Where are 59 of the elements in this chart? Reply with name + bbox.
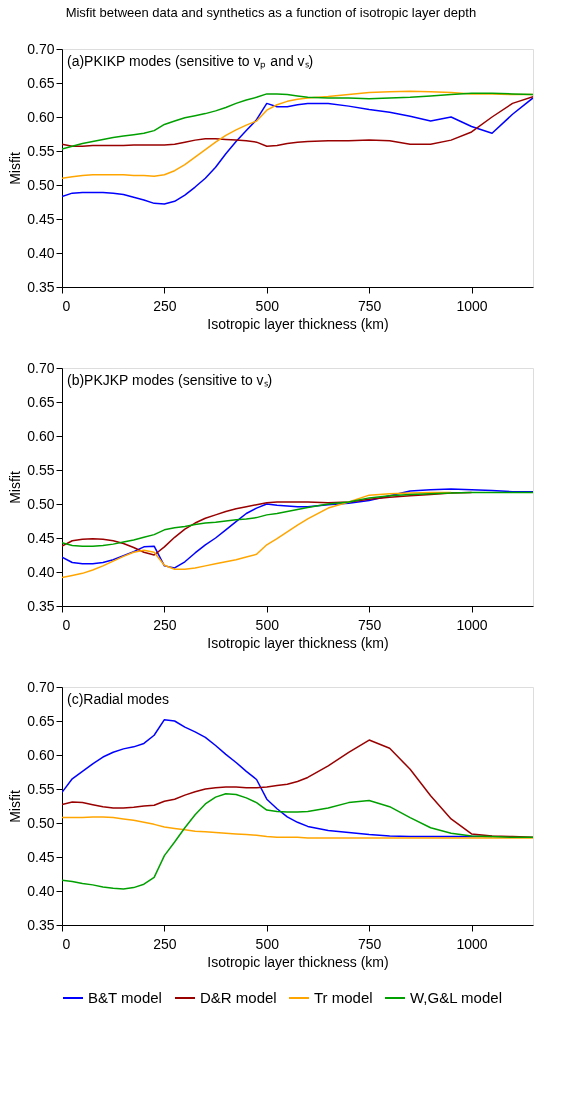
x-tick-label: 500 — [255, 935, 280, 952]
y-tick-label: 0.40 — [27, 563, 55, 580]
y-tick-label: 0.65 — [27, 712, 55, 729]
chart-title: Misfit between data and synthetics as a function of isotropic layer depth — [65, 4, 477, 20]
y-tick-label: 0.55 — [27, 142, 55, 159]
y-tick-label: 0.60 — [27, 108, 55, 125]
y-tick-label: 0.70 — [27, 40, 55, 57]
line-series — [62, 491, 533, 547]
line-series — [62, 97, 533, 205]
legend-label: D&R model — [200, 989, 277, 1006]
y-tick-label: 0.50 — [27, 176, 55, 193]
y-tick-label: 0.55 — [27, 461, 55, 478]
y-axis-title: Misfit — [7, 152, 24, 185]
y-tick-label: 0.35 — [27, 916, 55, 933]
x-axis-title: Isotropic layer thickness (km) — [207, 953, 389, 970]
y-axis-title: Misfit — [7, 471, 24, 504]
x-tick-label: 1000 — [456, 616, 488, 633]
x-tick-label: 0 — [62, 297, 71, 314]
line-series — [62, 793, 533, 890]
legend-label: W,G&L model — [410, 989, 502, 1006]
y-tick-label: 0.55 — [27, 780, 55, 797]
y-tick-label: 0.35 — [27, 278, 55, 295]
legend-label: B&T model — [88, 989, 162, 1006]
line-series — [62, 816, 533, 839]
x-tick-label: 750 — [357, 297, 382, 314]
y-tick-label: 0.45 — [27, 210, 55, 227]
x-tick-label: 750 — [357, 935, 382, 952]
x-tick-label: 1000 — [456, 297, 488, 314]
x-tick-label: 500 — [255, 297, 280, 314]
x-axis-title: Isotropic layer thickness (km) — [207, 634, 389, 651]
x-axis-title: Isotropic layer thickness (km) — [207, 315, 389, 332]
x-tick-label: 250 — [153, 616, 177, 633]
y-tick-label: 0.45 — [27, 529, 55, 546]
legend-label: Tr model — [314, 989, 373, 1006]
y-tick-label: 0.65 — [27, 74, 55, 91]
x-tick-label: 750 — [357, 616, 382, 633]
y-tick-label: 0.70 — [27, 359, 55, 376]
x-tick-label: 1000 — [456, 935, 488, 952]
y-tick-label: 0.40 — [27, 882, 55, 899]
x-tick-label: 0 — [62, 935, 71, 952]
x-tick-label: 0 — [62, 616, 71, 633]
x-tick-label: 500 — [255, 616, 280, 633]
y-tick-label: 0.70 — [27, 678, 55, 695]
y-tick-label: 0.60 — [27, 746, 55, 763]
y-tick-label: 0.45 — [27, 848, 55, 865]
annotation: (c)Radial modes — [67, 691, 169, 707]
y-axis-title: Misfit — [7, 790, 24, 823]
y-tick-label: 0.40 — [27, 244, 55, 261]
y-tick-label: 0.50 — [27, 495, 55, 512]
x-tick-label: 250 — [153, 935, 177, 952]
line-series — [62, 488, 533, 569]
annotation: (a)PKIKP modes (sensitive to vₚ and vₛ) — [67, 53, 314, 70]
y-tick-label: 0.60 — [27, 427, 55, 444]
y-tick-label: 0.50 — [27, 814, 55, 831]
annotation: (b)PKJKP modes (sensitive to vₛ) — [67, 372, 273, 388]
y-tick-label: 0.65 — [27, 393, 55, 410]
y-tick-label: 0.35 — [27, 597, 55, 614]
x-tick-label: 250 — [153, 297, 177, 314]
line-series — [62, 739, 533, 839]
